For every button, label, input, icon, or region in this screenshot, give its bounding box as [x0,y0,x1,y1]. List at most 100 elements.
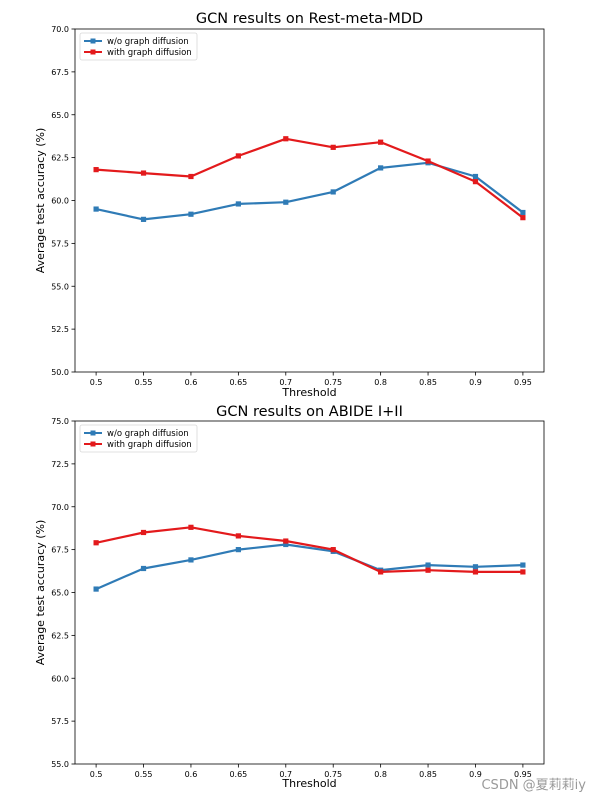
series-point [93,167,99,173]
csdn-watermark: CSDN @夏莉莉iy [481,778,586,793]
y-axis-title: Average test accuracy (%) [34,128,47,273]
legend-label: with graph diffusion [107,440,192,450]
y-tick-label: 50.0 [51,368,69,377]
series-point [188,173,194,180]
series-point [235,547,241,553]
x-tick-label: 0.95 [514,770,532,779]
series-point [93,586,99,592]
y-tick-label: 75.0 [51,417,69,426]
chart-rest-meta-mdd: GCN results on Rest-meta-MDD 50.0 52.5 55.0… [34,11,545,399]
series-point [520,209,526,216]
x-tick-label: 0.9 [469,770,482,779]
x-tick-label: 0.6 [185,378,198,387]
series-point [140,216,147,222]
y-tick-label: 67.5 [51,546,69,555]
series-point [520,569,526,575]
series-line [96,137,524,219]
y-tick-label: 52.5 [51,325,69,334]
chart-abide: GCN results on ABIDE I+II 55.0 57.5 60.0 62.… [34,404,545,790]
series-point [378,139,384,145]
series-line [95,543,523,591]
plot-frame [74,28,545,373]
x-tick-label: 0.85 [419,770,437,779]
series-line [95,161,524,221]
y-tick-label: 57.5 [51,717,69,726]
y-tick-label: 60.0 [51,197,69,206]
plot-frame [74,420,545,765]
series-point [472,173,479,180]
series-point [140,170,147,176]
x-tick-label: 0.75 [324,770,342,779]
x-tick-label: 0.5 [90,770,103,779]
chart-title: GCN results on ABIDE I+II [216,404,403,420]
x-tick-label: 0.55 [135,378,153,387]
y-axis-title: Average test accuracy (%) [34,520,47,665]
y-tick-label: 65.0 [51,589,69,598]
x-tick-label: 0.9 [469,378,482,387]
series-point [283,541,289,548]
series-point [93,540,99,546]
x-tick-label: 0.7 [279,378,292,387]
x-tick-label: 0.6 [185,770,198,779]
legend-marker [90,38,96,44]
series-point [330,144,336,150]
x-tick-label: 0.55 [135,770,153,779]
series-point [188,211,194,217]
x-tick-label: 0.7 [279,770,292,779]
series-point [283,538,289,544]
x-tick-label: 0.75 [324,378,342,387]
series-point [188,557,194,563]
series-point [425,567,431,573]
series-point [472,569,479,575]
series-line [95,526,523,574]
y-tick-label: 55.0 [51,760,69,769]
series-point [235,533,241,539]
x-tick-label: 0.8 [374,770,387,779]
x-axis-title: Threshold [281,777,336,790]
legend-marker [90,441,96,447]
legend-box [79,32,198,61]
series-point [378,569,384,575]
y-tick-label: 70.0 [51,503,69,512]
y-tick-label: 67.5 [51,68,69,77]
series-point [235,153,241,159]
legend-label: w/o graph diffusion [107,429,189,439]
y-tick-label: 62.5 [51,154,69,163]
y-tick-label: 55.0 [51,282,69,291]
series-point [425,158,431,164]
series-point [235,201,241,207]
series-point [378,165,384,171]
x-tick-label: 0.95 [514,378,532,387]
series-point [330,547,336,553]
x-tick-label: 0.85 [419,378,437,387]
series-point [188,524,194,530]
legend-box [79,424,198,453]
y-tick-label: 60.0 [51,674,69,683]
series-point [283,136,289,142]
y-tick-label: 62.5 [51,631,69,640]
y-tick-label: 57.5 [51,239,69,248]
x-axis-title: Threshold [281,386,336,399]
series-point [520,562,526,568]
legend-marker [90,430,96,436]
series-point [140,565,147,572]
legend-label: with graph diffusion [107,48,192,58]
series-point [283,199,289,205]
y-tick-label: 72.5 [51,460,69,469]
series-point [472,564,479,570]
series-point [520,215,526,221]
legend-marker [90,49,96,55]
legend-label: w/o graph diffusion [107,37,189,47]
x-tick-label: 0.5 [90,378,103,387]
series-point [93,206,99,212]
series-point [472,179,479,185]
x-tick-label: 0.65 [229,378,247,387]
x-tick-label: 0.65 [229,770,247,779]
y-tick-label: 65.0 [51,111,69,120]
chart-title: GCN results on Rest-meta-MDD [196,11,423,27]
series-point [330,189,336,195]
y-tick-label: 70.0 [51,25,69,34]
series-point [140,529,147,536]
series-point [425,562,431,568]
